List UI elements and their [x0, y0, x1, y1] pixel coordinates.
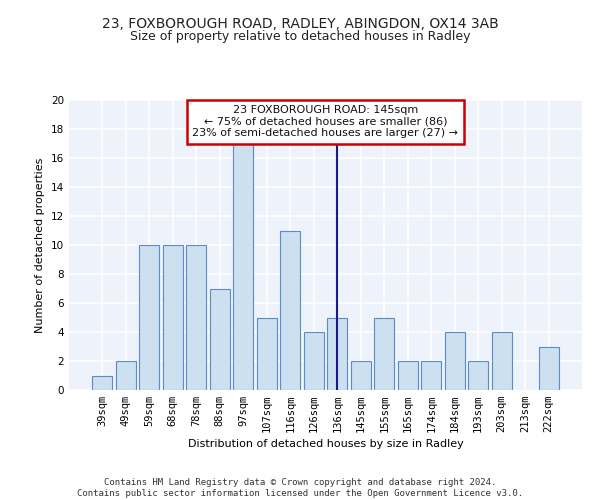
Bar	[257, 318, 277, 390]
Bar	[116, 361, 136, 390]
Bar	[304, 332, 324, 390]
X-axis label: Distribution of detached houses by size in Radley: Distribution of detached houses by size …	[188, 440, 463, 450]
Bar	[421, 361, 441, 390]
Bar	[492, 332, 512, 390]
Bar	[139, 245, 159, 390]
Y-axis label: Number of detached properties: Number of detached properties	[35, 158, 46, 332]
Text: 23 FOXBOROUGH ROAD: 145sqm
← 75% of detached houses are smaller (86)
23% of semi: 23 FOXBOROUGH ROAD: 145sqm ← 75% of deta…	[193, 105, 458, 138]
Bar	[445, 332, 465, 390]
Bar	[210, 288, 230, 390]
Bar	[280, 230, 300, 390]
Bar	[163, 245, 183, 390]
Text: 23, FOXBOROUGH ROAD, RADLEY, ABINGDON, OX14 3AB: 23, FOXBOROUGH ROAD, RADLEY, ABINGDON, O…	[101, 18, 499, 32]
Bar	[92, 376, 112, 390]
Text: Contains HM Land Registry data © Crown copyright and database right 2024.
Contai: Contains HM Land Registry data © Crown c…	[77, 478, 523, 498]
Bar	[233, 144, 253, 390]
Bar	[398, 361, 418, 390]
Bar	[468, 361, 488, 390]
Text: Size of property relative to detached houses in Radley: Size of property relative to detached ho…	[130, 30, 470, 43]
Bar	[186, 245, 206, 390]
Bar	[539, 346, 559, 390]
Bar	[351, 361, 371, 390]
Bar	[327, 318, 347, 390]
Bar	[374, 318, 394, 390]
